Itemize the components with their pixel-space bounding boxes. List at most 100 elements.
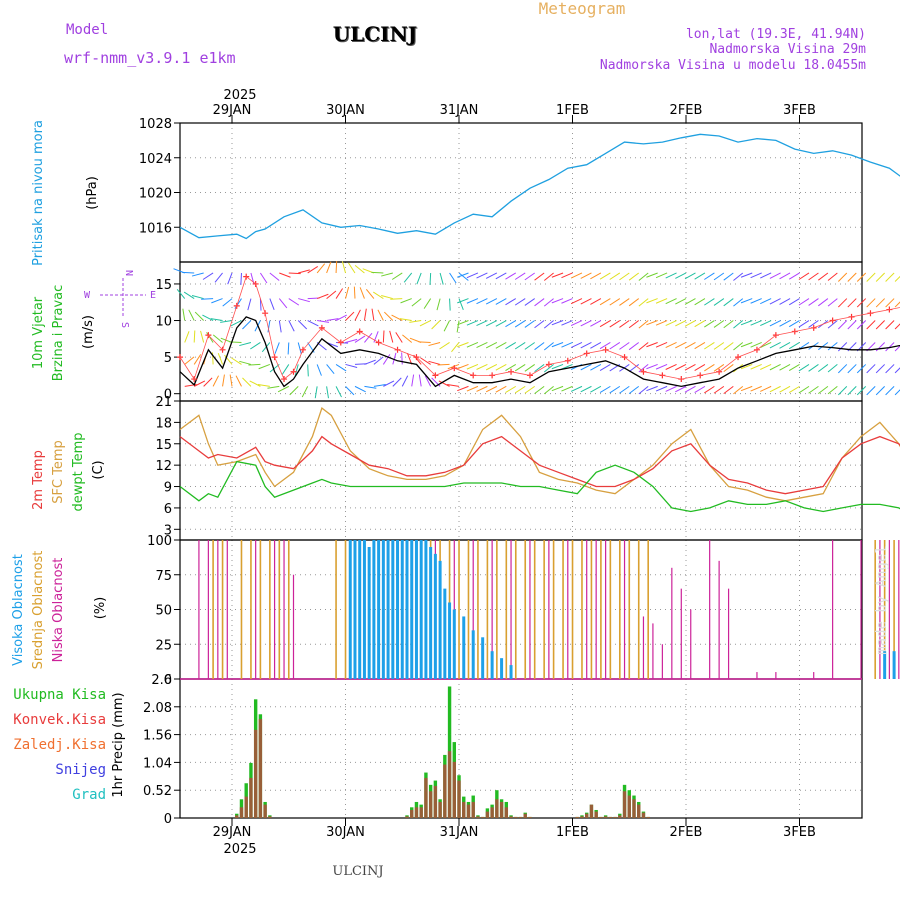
wind-arrow <box>466 272 479 279</box>
y-tick-label: 3 <box>164 523 172 538</box>
wind-arrow <box>675 363 687 371</box>
wind-arrow <box>580 363 592 371</box>
wind-arrow <box>788 298 800 306</box>
precip-conv-bar <box>641 812 646 818</box>
y-tick-label: 1020 <box>139 187 172 202</box>
wind-arrow <box>580 342 592 349</box>
wind-arrow <box>458 298 464 310</box>
y-tick-label: 6 <box>164 502 172 517</box>
wind-arrow <box>655 363 668 370</box>
wind-arrow <box>348 262 356 274</box>
wind-arrow <box>364 359 376 365</box>
station-title-front: ULCINJ <box>333 22 418 46</box>
wind-arrow <box>191 294 204 300</box>
wind-arrow <box>628 320 640 329</box>
wind-arrow <box>885 272 895 282</box>
precip-conv-bar <box>443 764 447 818</box>
precip-conv-bar <box>585 813 589 818</box>
wind-arrow <box>316 293 329 300</box>
wind-arrow <box>230 320 242 327</box>
precip-conv-bar <box>235 815 239 818</box>
wind-arrow <box>395 332 403 343</box>
wind-arrow <box>418 341 431 343</box>
wind-arrow <box>561 342 573 348</box>
wind-arrow <box>534 342 545 351</box>
wind-arrow <box>335 364 347 372</box>
wind-arrow <box>665 298 677 305</box>
panel-frame-precip <box>179 678 863 819</box>
wind-arrow <box>269 272 280 281</box>
wind-arrow <box>750 298 762 304</box>
wind-arrow <box>316 263 326 274</box>
year-top: 2025 <box>223 88 256 103</box>
wind-arrow <box>694 320 706 328</box>
temp-series <box>179 407 900 513</box>
wind-arrow <box>760 272 772 279</box>
wind-arrow <box>191 272 204 277</box>
wind-arrow <box>740 363 753 370</box>
wind-arrow <box>675 342 687 349</box>
pressure-label: Pritisak na nivou mora <box>31 120 46 266</box>
wind-arrow <box>723 342 734 351</box>
sfc-temp-line <box>179 407 900 502</box>
wind-arrow <box>354 335 366 343</box>
wind-arrow <box>239 341 252 347</box>
wind-arrow <box>354 265 365 274</box>
y-tick-label: 75 <box>155 569 172 584</box>
compass-n: N <box>123 270 134 276</box>
wind-arrow <box>411 374 415 387</box>
wind-arrow <box>298 269 310 274</box>
wind-arrow <box>466 320 479 326</box>
wind-arrow <box>428 360 441 365</box>
wind-arrow <box>485 342 498 349</box>
precip-conv-bar <box>244 796 248 818</box>
wind-arrow <box>259 272 268 284</box>
wind-arrow <box>570 320 583 327</box>
wind-arrow <box>353 286 356 299</box>
wind-arrow <box>193 380 206 387</box>
precip-conv-bar <box>239 807 244 818</box>
wind-arrow <box>335 386 342 398</box>
wind-arrow <box>399 318 412 322</box>
top-day-labels: 29JAN 30JAN 31JAN 1FEB 2FEB 3FEB <box>213 103 816 118</box>
wind-arrow <box>278 320 282 333</box>
wind-arrow <box>733 342 744 351</box>
wind-arrow <box>875 386 885 396</box>
wind-arrow <box>543 385 554 395</box>
wind-arrow <box>239 360 252 365</box>
wind-arrow <box>457 320 469 326</box>
wind-arrow <box>431 320 441 330</box>
precip-conv-bar <box>424 777 428 818</box>
wind-arrow <box>609 385 621 394</box>
wind-arrow <box>505 320 517 328</box>
wind-arrow <box>750 272 762 279</box>
wind-arrow <box>382 354 391 365</box>
precip-conv-bar <box>452 761 456 818</box>
wind-arrow <box>274 342 280 354</box>
wind-arrow <box>214 272 223 283</box>
precip-conv-bar <box>414 807 419 818</box>
wind-arrow <box>212 375 219 387</box>
wind-arrow <box>428 341 441 347</box>
wind-arrow <box>769 272 781 279</box>
wind-arrow <box>382 330 385 343</box>
wind-arrow <box>247 298 252 311</box>
wind-arrow <box>505 342 517 350</box>
wind-arrow <box>495 385 507 393</box>
wind-arrow <box>655 385 668 392</box>
wind-arrow <box>212 334 223 343</box>
precip-conv-bar <box>258 719 263 818</box>
wind-arrow <box>403 272 413 283</box>
wind-arrow <box>495 298 507 305</box>
wind-arrow <box>543 298 554 307</box>
wind-arrow <box>524 272 535 281</box>
precip-legend-conv: Konvek.Kisa <box>13 712 106 728</box>
wind-arrow <box>798 298 810 306</box>
precip-conv-bar <box>476 816 480 818</box>
wind-arrow <box>875 298 885 308</box>
wind-arrow <box>694 298 706 306</box>
model-name: wrf-nmm_v3.9.1 e1km <box>64 49 236 67</box>
wind-arrow <box>259 298 262 311</box>
precip-conv-bar <box>419 807 423 818</box>
temp-label-1: 2m Temp <box>31 450 46 510</box>
